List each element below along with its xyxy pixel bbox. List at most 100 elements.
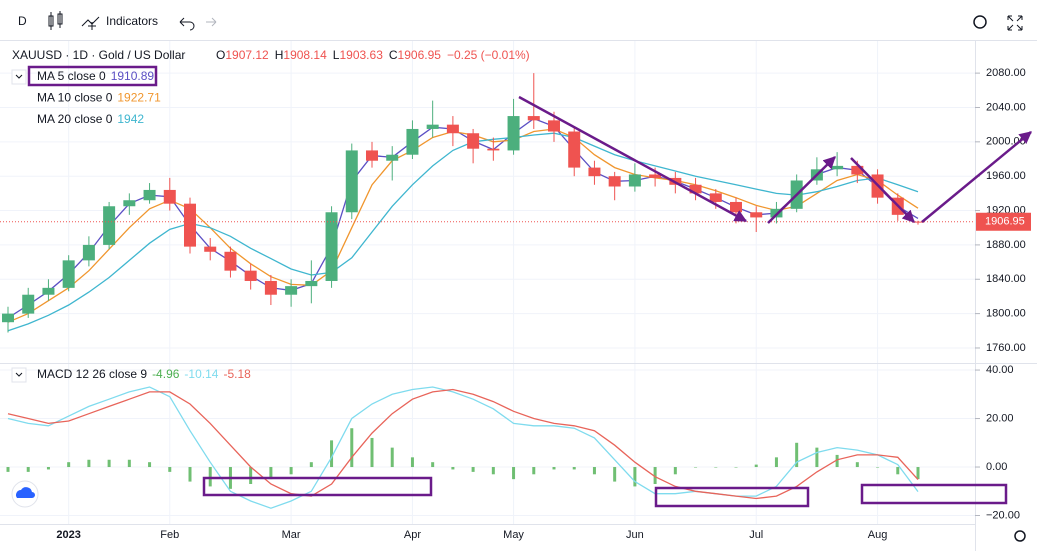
- candle-body: [730, 201, 742, 213]
- legend-entry: MA 10 close 0 1922.71: [37, 91, 161, 105]
- histogram-bar: [592, 467, 596, 475]
- candle-body: [649, 174, 662, 178]
- plot-area: 2023 Feb Mar Apr May Jun Jul Aug 1760.00 1800.00 1…: [0, 41, 1031, 541]
- histogram-bar: [350, 428, 354, 468]
- candle-body: [285, 286, 298, 295]
- candle-body: [507, 116, 520, 151]
- macd-line: [7, 386, 919, 509]
- candle-body: [568, 131, 581, 168]
- histogram-bar: [835, 454, 839, 468]
- histogram-bar: [269, 467, 273, 480]
- ohlc-value: 1907.12: [225, 48, 269, 62]
- histogram-bar: [330, 440, 334, 468]
- x-tick-label: Mar: [282, 529, 301, 541]
- histogram-bar: [208, 467, 212, 487]
- legend-name: MA 20 close 0: [37, 112, 113, 126]
- histogram-bar: [6, 467, 10, 472]
- legend-entry: MA 5 close 0 1910.89: [37, 69, 154, 83]
- ohlc-label: H: [275, 48, 284, 62]
- candle-body: [628, 174, 641, 187]
- histogram-bar: [168, 467, 172, 472]
- histogram-bar: [633, 467, 637, 487]
- chevron: [15, 372, 23, 377]
- y-tick-label: 1960.00: [986, 170, 1026, 182]
- legend-value: 1942: [117, 112, 144, 126]
- ohlc-value: 1906.95: [398, 48, 442, 62]
- collapse-button[interactable]: [11, 367, 27, 383]
- x-tick-label: Feb: [160, 529, 179, 541]
- candle-body: [851, 165, 864, 175]
- histogram-bar: [653, 467, 657, 484]
- histogram-bar: [734, 467, 738, 468]
- undo-button[interactable]: [179, 17, 195, 31]
- histogram-bar: [390, 447, 394, 468]
- highlight-box: [202, 476, 433, 497]
- legend-value: 1922.71: [117, 91, 161, 105]
- candle-body: [366, 150, 378, 161]
- redo-button[interactable]: [206, 17, 217, 27]
- candle-body: [62, 260, 75, 288]
- candle-body: [163, 189, 176, 204]
- arrow: [850, 157, 915, 223]
- legend-entry: MA 20 close 0 1942: [37, 112, 144, 126]
- candle-body: [143, 189, 156, 201]
- histogram-bar: [188, 467, 192, 482]
- histogram-bar: [148, 462, 152, 468]
- candle-body: [42, 287, 55, 295]
- y-tick-label: 40.00: [986, 364, 1014, 376]
- candle-body: [184, 203, 196, 247]
- arrow: [518, 95, 748, 223]
- axis-settings-button[interactable]: [1014, 530, 1026, 542]
- histogram-bar: [431, 462, 435, 468]
- candle-body: [224, 251, 237, 271]
- highlight-box: [860, 483, 1008, 505]
- candle-body: [588, 167, 601, 177]
- histogram-bar: [572, 467, 576, 470]
- collapse-button[interactable]: [11, 69, 27, 85]
- histogram-bar: [855, 462, 859, 468]
- legend-value: -4.96: [152, 367, 180, 381]
- candle-body: [22, 294, 35, 314]
- legend-name: MACD 12 26 close 9: [37, 367, 147, 381]
- histogram-bar: [26, 467, 30, 472]
- ma-line: [7, 132, 919, 332]
- y-tick-label: −20.00: [986, 509, 1020, 521]
- interval-button[interactable]: D: [18, 14, 27, 28]
- chart-type-icon[interactable]: [48, 11, 63, 30]
- candle-body: [123, 200, 136, 207]
- histogram-bar: [916, 467, 920, 480]
- histogram-bar: [673, 467, 677, 475]
- y-tick-label: 1840.00: [986, 273, 1026, 285]
- ma-line: [7, 117, 919, 319]
- y-tick-label: 0.00: [986, 461, 1007, 473]
- y-tick-label: 1760.00: [986, 342, 1026, 354]
- candle-body: [487, 148, 500, 151]
- annotations: [27, 65, 1032, 508]
- histogram-bar: [471, 467, 475, 472]
- legend-entry: MACD 12 26 close 9 -4.96 -10.14 -5.18: [37, 367, 251, 381]
- legend-name: MA 10 close 0: [37, 91, 113, 105]
- legend-value: 1910.89: [111, 69, 155, 83]
- histogram-bar: [552, 467, 556, 470]
- x-tick-label: 2023: [56, 529, 80, 541]
- candle-body: [831, 165, 844, 170]
- histogram-bar: [714, 467, 718, 468]
- arrow: [921, 131, 1032, 223]
- chevron: [15, 74, 23, 79]
- histogram-bar: [309, 462, 313, 468]
- indicators-icon[interactable]: [81, 16, 100, 30]
- candle-body: [467, 133, 480, 149]
- histogram-bar: [127, 459, 131, 468]
- fullscreen-button[interactable]: [1007, 15, 1023, 31]
- settings-button[interactable]: [973, 15, 987, 29]
- y-tick-label: 1800.00: [986, 308, 1026, 320]
- highlight-box: [654, 486, 810, 508]
- indicators-button[interactable]: Indicators: [106, 14, 158, 28]
- histogram-bar: [410, 457, 414, 468]
- logo-icon: [16, 487, 35, 498]
- histogram-bar: [491, 467, 495, 475]
- histogram-bar: [694, 467, 698, 468]
- histogram-bar: [613, 467, 617, 482]
- x-tick-label: May: [503, 529, 524, 541]
- histogram-bar: [512, 467, 516, 480]
